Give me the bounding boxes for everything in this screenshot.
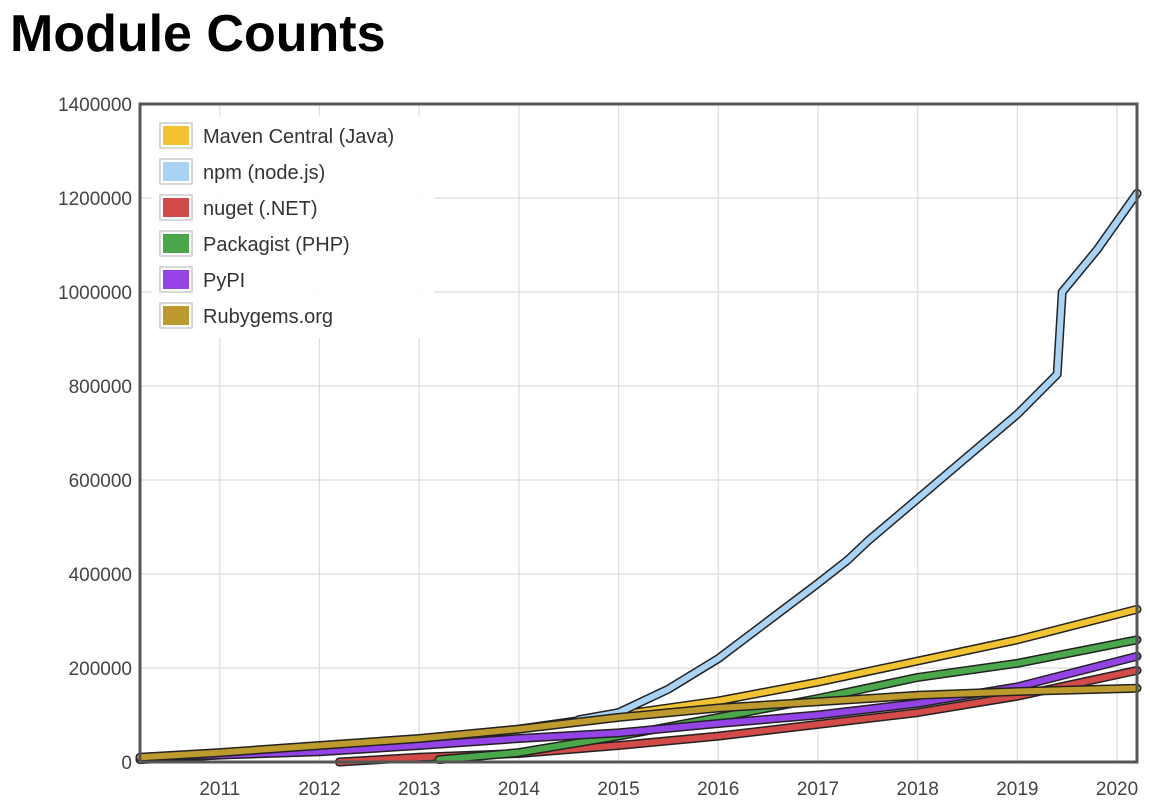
y-tick-label: 800000 [69,377,132,398]
plot-border [138,102,1139,764]
y-tick-label: 1400000 [58,95,132,116]
y-tick-label: 600000 [69,471,132,492]
x-tick-label: 2018 [897,779,939,800]
x-tick-label: 2019 [996,779,1038,800]
page-title: Module Counts [10,5,386,63]
y-tick-label: 200000 [69,659,132,680]
x-tick-label: 2017 [797,779,839,800]
series-line-rubygems-org [137,685,1140,761]
legend-swatch-pypi [163,270,189,289]
x-tick-label: 2012 [298,779,340,800]
legend-label-rubygems-org: Rubygems.org [203,306,333,328]
legend-swatch-rubygems-org [163,306,189,325]
series-lines [135,188,1142,767]
x-tick-label: 2020 [1096,779,1138,800]
legend-swatch-maven-central-java [163,126,189,145]
x-tick-label: 2015 [597,779,639,800]
y-tick-label: 400000 [69,565,132,586]
legend-label-pypi: PyPI [203,270,245,292]
legend-label-packagist-php: Packagist (PHP) [203,234,350,256]
x-axis-ticks: 2011 2012 2013 2014 2015 2016 2017 2018 2019 2020 [199,779,1138,800]
y-axis-ticks: 0 200000 400000 600000 800000 1000000 1200000 1… [58,95,132,774]
y-tick-label: 0 [121,753,132,774]
legend-swatch-nuget-net [163,198,189,217]
x-tick-label: 2016 [697,779,739,800]
x-tick-label: 2011 [199,779,240,800]
legend-swatch-packagist-php [163,234,189,253]
legend-label-maven-central-java: Maven Central (Java) [203,126,394,148]
x-tick-label: 2014 [498,779,541,800]
series-line-npm-node-js [575,190,1140,723]
legend-label-npm-node-js: npm (node.js) [203,162,325,184]
y-tick-label: 1200000 [58,189,132,210]
y-tick-label: 1000000 [58,283,132,304]
legend-swatch-npm-node-js [163,162,189,181]
x-tick-label: 2013 [398,779,440,800]
legend-label-nuget-net: nuget (.NET) [203,198,317,220]
legend: Maven Central (Java) npm (node.js) nuget (… [152,116,434,338]
legend-background [152,116,434,338]
